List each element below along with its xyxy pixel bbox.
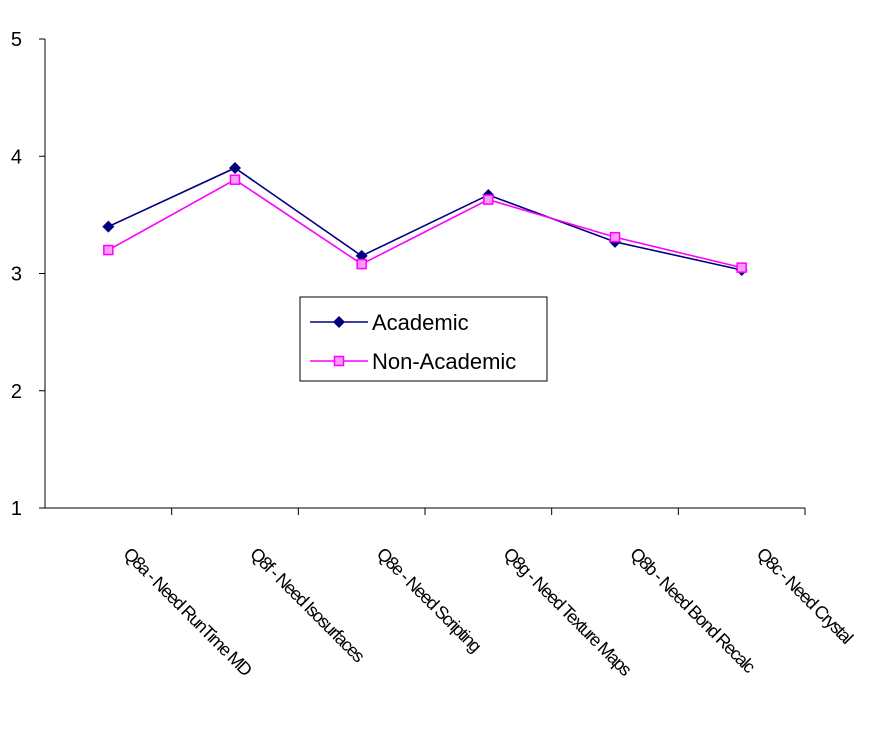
data-point-square bbox=[483, 194, 494, 205]
y-tick-label: 3 bbox=[11, 264, 22, 286]
legend-label: Non-Academic bbox=[372, 349, 516, 374]
data-point-square bbox=[736, 262, 747, 273]
data-point-square bbox=[609, 231, 621, 243]
y-tick-label: 5 bbox=[11, 29, 22, 51]
series-line-non-academic bbox=[107, 178, 742, 269]
x-category-label: Q8b - Need Bond Recalc bbox=[626, 544, 759, 677]
series-layer bbox=[102, 161, 748, 276]
x-category-label: Q8a - Need RunTime MD bbox=[120, 544, 257, 681]
data-point-square bbox=[103, 244, 114, 256]
y-tick-label: 4 bbox=[11, 146, 22, 168]
x-category-label: Q8c - Need Crystal bbox=[753, 544, 857, 648]
y-axis-ticks: 1 2 3 4 5 bbox=[11, 29, 806, 520]
data-point-square bbox=[356, 258, 367, 270]
x-category-label: Q8f - Need Isosurfaces bbox=[246, 544, 369, 667]
y-tick-label: 1 bbox=[11, 498, 22, 520]
legend-marker-diamond bbox=[333, 316, 345, 328]
data-point-square bbox=[229, 174, 241, 185]
x-category-label: Q8e - Need Scripting bbox=[373, 544, 485, 656]
data-point-diamond bbox=[229, 161, 241, 174]
legend-label: Academic bbox=[372, 310, 469, 335]
y-tick-label: 2 bbox=[11, 381, 22, 403]
series-line-academic bbox=[107, 167, 742, 271]
legend: Academic Non-Academic bbox=[299, 296, 548, 382]
data-point-diamond bbox=[102, 220, 115, 233]
legend-box bbox=[299, 296, 548, 382]
axes bbox=[44, 39, 805, 509]
x-category-label: Q8g - Need Texture Maps bbox=[500, 544, 636, 680]
legend-marker-square bbox=[333, 355, 345, 367]
